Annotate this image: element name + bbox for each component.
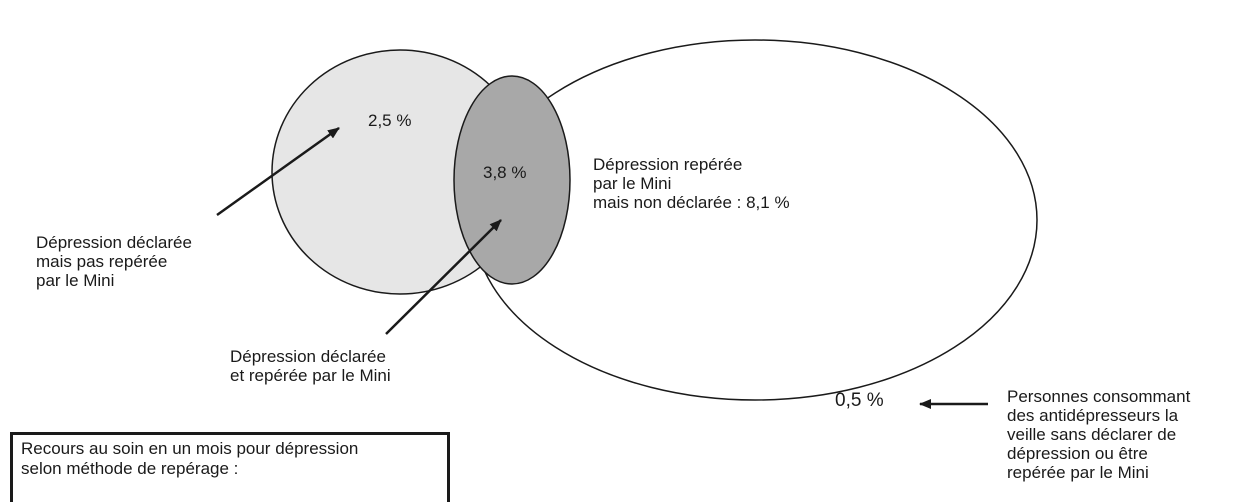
label-line: dépression ou être xyxy=(1007,444,1148,463)
arrow-declared-only xyxy=(216,126,340,217)
declared-only-pct: 2,5 % xyxy=(368,111,411,130)
outside-pct: 0,5 % xyxy=(835,390,884,411)
legend-box: Recours au soin en un mois pour dépressi… xyxy=(10,432,450,502)
legend-line: selon méthode de repérage : xyxy=(21,459,239,478)
label-line: par le Mini xyxy=(36,271,114,290)
label-line: veille sans déclarer de xyxy=(1007,425,1176,444)
label-line: mais non déclarée : 8,1 % xyxy=(593,193,790,212)
arrow-overlap xyxy=(385,219,502,335)
antidepressants-label: Personnes consommant des antidépresseurs… xyxy=(1007,387,1195,482)
label-line: repérée par le Mini xyxy=(1007,463,1149,482)
detected-not-declared-label: Dépression repérée par le Mini mais non … xyxy=(593,155,790,212)
label-line: des antidépresseurs la xyxy=(1007,406,1179,425)
label-line: mais pas repérée xyxy=(36,252,167,271)
overlap-pct: 3,8 % xyxy=(483,163,526,182)
label-line: Dépression déclarée xyxy=(36,233,192,252)
label-line: Personnes consommant xyxy=(1007,387,1191,406)
venn-diagram: 2,5 % 3,8 % 0,5 % Dépression repérée par… xyxy=(36,39,1195,482)
label-line: par le Mini xyxy=(593,174,671,193)
overlap-region xyxy=(453,75,571,285)
declared-not-detected-label: Dépression déclarée mais pas repérée par… xyxy=(36,233,197,290)
label-line: Dépression déclarée xyxy=(230,347,386,366)
label-line: Dépression repérée xyxy=(593,155,742,174)
label-line: et repérée par le Mini xyxy=(230,366,391,385)
legend-line: Recours au soin en un mois pour dépressi… xyxy=(21,439,359,458)
declared-and-detected-label: Dépression déclarée et repérée par le Mi… xyxy=(230,347,391,385)
